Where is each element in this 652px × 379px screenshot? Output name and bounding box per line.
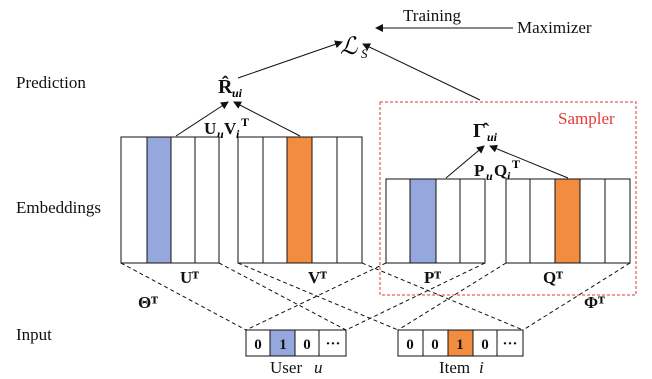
svg-text:i: i xyxy=(507,169,511,183)
p-embedding-matrix xyxy=(385,178,486,264)
sampler-label: Sampler xyxy=(558,109,615,128)
user-input-cell: 0 xyxy=(254,337,262,353)
svg-text:Item: Item xyxy=(439,358,470,377)
svg-text:User: User xyxy=(270,358,302,377)
sampler-box xyxy=(379,101,637,296)
dashed-connectors xyxy=(120,262,631,331)
item-input-cell: ··· xyxy=(502,336,517,352)
svg-text:Q: Q xyxy=(494,161,507,180)
user-input-cell: ··· xyxy=(325,336,340,352)
v-to-r-arrow xyxy=(233,101,301,137)
embeddings-label: Embeddings xyxy=(16,198,101,217)
item-input-cell: 0 xyxy=(481,337,489,353)
svg-text:ℒ: ℒ xyxy=(340,34,358,60)
svg-text:U: U xyxy=(204,119,216,138)
uv-product-label: U u V i T xyxy=(204,115,249,141)
p-transpose-label: Pᵀ xyxy=(424,268,441,287)
svg-text:T: T xyxy=(241,115,249,129)
svg-text:P: P xyxy=(474,161,484,180)
gamma-hat-node: Γ̂ ui xyxy=(473,120,498,144)
user-input-cell: 1 xyxy=(279,337,287,353)
q-embedding-matrix xyxy=(505,178,631,264)
svg-text:ui: ui xyxy=(487,130,498,144)
item-input-cell: 1 xyxy=(456,337,464,353)
pq-product-label: P u Q i T xyxy=(474,157,520,183)
loss-node: ℒ S xyxy=(340,34,368,61)
item-caption: Item i xyxy=(439,358,484,377)
user-input-vector: 0 1 0 ··· xyxy=(245,329,347,357)
item-input-cell: 0 xyxy=(431,337,439,353)
prediction-label: Prediction xyxy=(16,73,86,92)
p-to-gamma-arrow xyxy=(445,145,485,179)
theta-transpose-label: Θᵀ xyxy=(138,293,158,312)
svg-text:i: i xyxy=(236,127,240,141)
svg-text:ui: ui xyxy=(232,86,243,100)
item-input-vector: 0 0 1 0 ··· xyxy=(397,329,524,357)
training-label: Training xyxy=(403,6,461,25)
svg-text:u: u xyxy=(486,169,493,183)
q-transpose-label: Qᵀ xyxy=(543,268,563,287)
r-hat-node: R̂ ui xyxy=(218,74,243,100)
v-embedding-matrix xyxy=(237,136,363,264)
svg-text:S: S xyxy=(361,46,368,61)
svg-text:T: T xyxy=(512,157,520,171)
user-input-cell: 0 xyxy=(303,337,311,353)
svg-text:i: i xyxy=(479,358,484,377)
svg-text:u: u xyxy=(217,127,224,141)
item-input-cell: 0 xyxy=(406,337,414,353)
svg-text:Γ̂: Γ̂ xyxy=(473,120,490,142)
u-embedding-matrix xyxy=(120,136,220,264)
v-transpose-label: Vᵀ xyxy=(308,268,327,287)
gamma-to-loss-arrow xyxy=(362,43,481,101)
input-label: Input xyxy=(16,325,52,344)
maximizer-label: Maximizer xyxy=(517,18,592,37)
u-to-r-arrow xyxy=(175,101,229,137)
phi-transpose-label: Φᵀ xyxy=(584,293,605,312)
u-transpose-label: Uᵀ xyxy=(180,268,199,287)
svg-text:V: V xyxy=(224,119,237,138)
q-to-gamma-arrow xyxy=(489,144,569,179)
svg-text:u: u xyxy=(314,358,323,377)
r-to-loss-arrow xyxy=(237,40,343,79)
svg-text:R̂: R̂ xyxy=(218,74,233,98)
user-caption: User u xyxy=(270,358,323,377)
